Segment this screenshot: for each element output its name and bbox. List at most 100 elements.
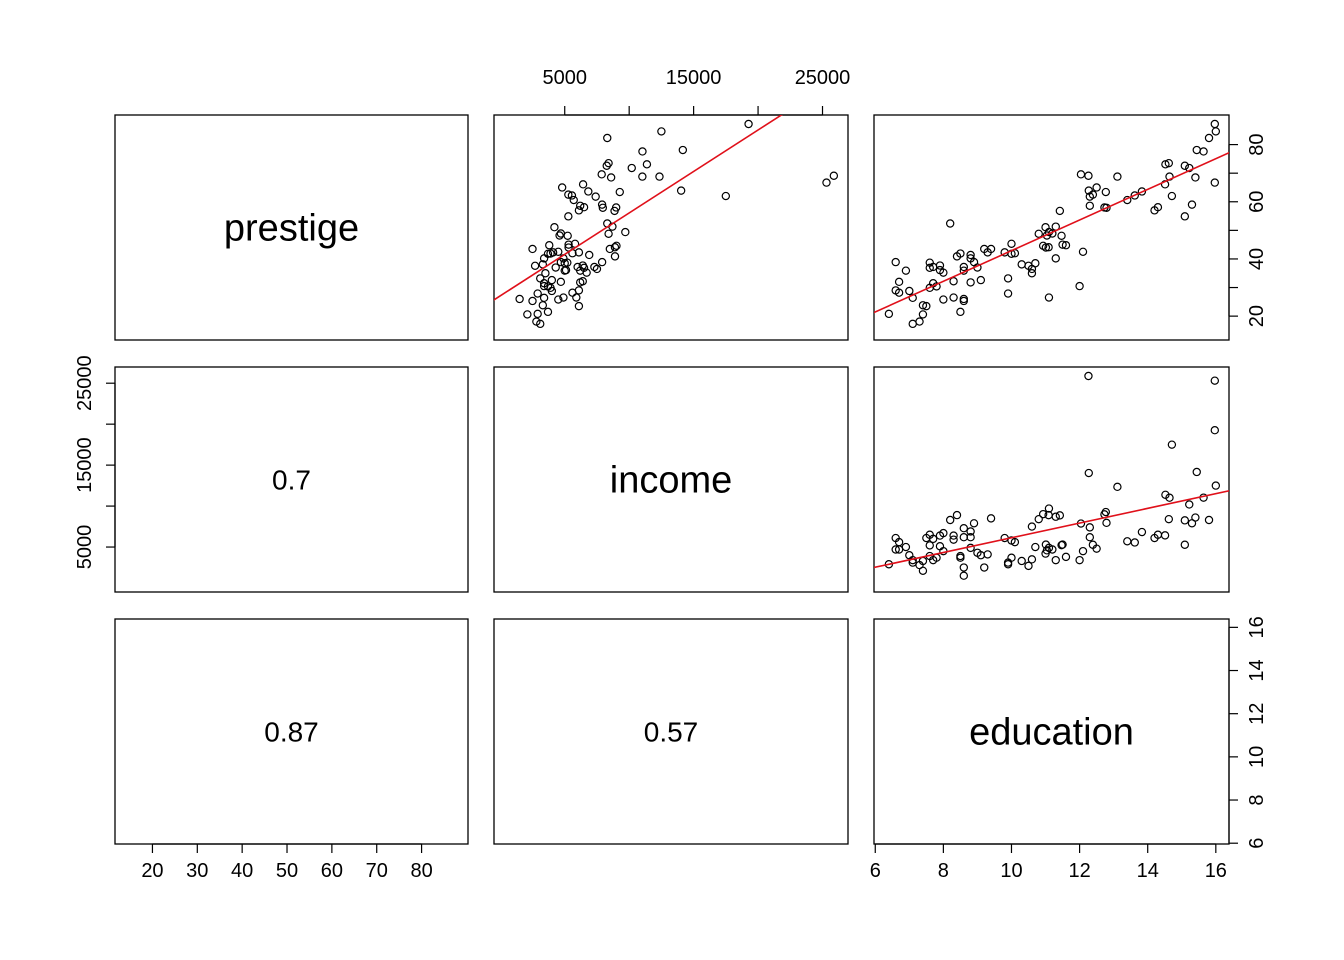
data-point xyxy=(1085,469,1092,476)
tick-label-education-right: 16 xyxy=(1246,616,1268,638)
data-point xyxy=(940,296,947,303)
data-point xyxy=(569,289,576,296)
data-point xyxy=(1008,240,1015,247)
data-point xyxy=(1004,290,1011,297)
data-point xyxy=(722,192,729,199)
data-point xyxy=(557,230,564,237)
data-point xyxy=(628,164,635,171)
data-point xyxy=(1085,172,1092,179)
data-point xyxy=(1052,557,1059,564)
data-point xyxy=(544,308,551,315)
data-point xyxy=(575,303,582,310)
data-point xyxy=(1028,270,1035,277)
data-point xyxy=(639,148,646,155)
data-point xyxy=(967,279,974,286)
data-point xyxy=(902,543,909,550)
data-point xyxy=(548,277,555,284)
data-point xyxy=(1138,528,1145,535)
panel-prestige-income xyxy=(494,115,848,340)
data-point xyxy=(1076,557,1083,564)
data-point xyxy=(579,181,586,188)
data-point xyxy=(1052,255,1059,262)
data-point xyxy=(1056,207,1063,214)
tick-label-income-top: 15000 xyxy=(666,67,722,89)
data-point xyxy=(639,173,646,180)
data-point xyxy=(960,534,967,541)
fit-line xyxy=(872,490,1231,568)
data-point xyxy=(953,511,960,518)
data-point xyxy=(1211,377,1218,384)
data-point xyxy=(679,146,686,153)
data-point xyxy=(1192,174,1199,181)
data-point xyxy=(957,308,964,315)
data-point xyxy=(592,193,599,200)
data-point xyxy=(1025,562,1032,569)
data-point xyxy=(1181,541,1188,548)
data-point xyxy=(1181,517,1188,524)
data-point xyxy=(1102,188,1109,195)
data-point xyxy=(1131,539,1138,546)
tick-label-prestige-right: 80 xyxy=(1246,133,1268,155)
data-point xyxy=(1165,516,1172,523)
scatter-marks xyxy=(492,71,1231,580)
data-point xyxy=(1004,275,1011,282)
data-point xyxy=(1192,514,1199,521)
data-point xyxy=(1181,162,1188,169)
data-point xyxy=(926,542,933,549)
data-point xyxy=(909,320,916,327)
data-point xyxy=(577,279,584,286)
data-point xyxy=(611,253,618,260)
data-point xyxy=(622,228,629,235)
data-point xyxy=(830,172,837,179)
data-point xyxy=(616,188,623,195)
data-point xyxy=(1045,294,1052,301)
data-point xyxy=(658,128,665,135)
data-point xyxy=(1124,538,1131,545)
data-point xyxy=(1032,543,1039,550)
data-point xyxy=(1076,283,1083,290)
data-point xyxy=(892,258,899,265)
data-point xyxy=(529,297,536,304)
data-point xyxy=(1114,483,1121,490)
data-point xyxy=(1188,201,1195,208)
fit-line xyxy=(492,71,850,301)
data-point xyxy=(1200,148,1207,155)
data-point xyxy=(947,516,954,523)
scatter-income-vs-education xyxy=(872,372,1231,579)
tick-label-income-left: 5000 xyxy=(74,525,96,570)
data-point xyxy=(906,287,913,294)
correlation-education-income: 0.57 xyxy=(644,717,699,748)
data-point xyxy=(1211,179,1218,186)
data-point xyxy=(656,173,663,180)
data-point xyxy=(1168,441,1175,448)
data-point xyxy=(524,311,531,318)
tick-label-prestige: 60 xyxy=(321,860,343,882)
tick-label-education: 12 xyxy=(1068,860,1090,882)
data-point xyxy=(1035,230,1042,237)
panel-prestige-education xyxy=(874,115,1229,340)
tick-label-income-top: 25000 xyxy=(795,67,851,89)
diag-label-income: income xyxy=(610,460,733,502)
data-point xyxy=(1077,171,1084,178)
tick-label-prestige: 80 xyxy=(410,860,432,882)
data-point xyxy=(1093,184,1100,191)
data-point xyxy=(950,278,957,285)
data-point xyxy=(1212,128,1219,135)
data-point xyxy=(1018,261,1025,268)
fit-line xyxy=(872,152,1231,314)
tick-label-income-left: 15000 xyxy=(74,437,96,493)
tick-label-education-right: 12 xyxy=(1246,703,1268,725)
tick-label-prestige-right: 40 xyxy=(1246,248,1268,270)
data-point xyxy=(570,196,577,203)
data-point xyxy=(902,267,909,274)
data-point xyxy=(541,294,548,301)
tick-label-prestige: 30 xyxy=(186,860,208,882)
data-point xyxy=(970,520,977,527)
tick-label-education: 16 xyxy=(1205,860,1227,882)
data-point xyxy=(960,525,967,532)
data-point xyxy=(1103,519,1110,526)
tick-label-education-right: 6 xyxy=(1246,838,1268,849)
tick-label-education: 8 xyxy=(938,860,949,882)
data-point xyxy=(643,161,650,168)
tick-label-prestige: 70 xyxy=(366,860,388,882)
